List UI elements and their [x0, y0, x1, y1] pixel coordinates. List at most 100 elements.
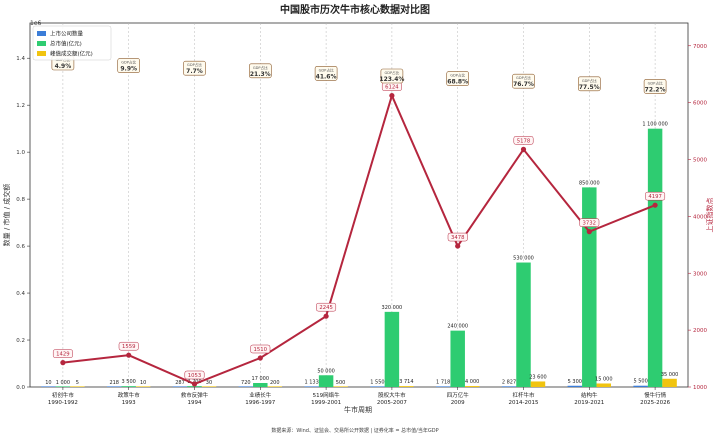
x-tick-label: 四万亿牛 [447, 391, 470, 399]
bar [501, 386, 517, 387]
bar-value-label: 23 600 [529, 374, 547, 380]
bar [384, 311, 400, 387]
bar-value-label: 15 000 [595, 376, 613, 382]
bar [596, 383, 612, 387]
line-value-label: 1510 [254, 347, 268, 353]
legend-frame [32, 25, 112, 61]
legend-label: 峰值成交额(亿元) [50, 50, 93, 58]
line-value-label: 3478 [451, 235, 465, 241]
gdp-annotation-value: 7.7% [186, 68, 203, 75]
y2-tick-label: 1000 [693, 385, 707, 391]
plot-frame [29, 22, 689, 388]
x-tick-label: 杠杆牛市 [512, 391, 535, 399]
line-value-label: 1429 [56, 352, 69, 358]
bar [238, 386, 254, 387]
bar-value-label: 320 000 [382, 305, 403, 311]
bar-value-label: 1 100 000 [642, 122, 667, 128]
y-tick-label: 0.0 [16, 385, 25, 391]
bar-value-label: 35 000 [661, 372, 679, 378]
line-point [60, 360, 66, 366]
gdp-annotation-box [249, 63, 272, 79]
x-tick-label-period: 1993 [122, 400, 136, 406]
line-point [126, 352, 132, 358]
bar-value-label: 530 000 [513, 256, 534, 262]
y-tick-label: 0.4 [16, 291, 25, 297]
bar-value-label: 10 [140, 380, 146, 386]
bar-value-label: 240 000 [447, 324, 468, 330]
bar [267, 386, 283, 387]
gdp-annotation-value: 9.9% [120, 66, 137, 73]
y-tick-label: 1.4 [16, 56, 25, 62]
gdp-annotation-value: 68.8% [447, 79, 468, 86]
line-value-label: 6124 [385, 85, 399, 91]
bar [172, 386, 188, 387]
gdp-annotation-header: GDP占比 [648, 80, 663, 85]
plot-area: 0.0 0.2 0.4 0.6 0.8 1.0 1.2 1.4 1000 2000 3000 4000… [16, 22, 707, 406]
bar [253, 383, 268, 387]
line-value-label: 1053 [188, 373, 201, 379]
bar-value-label: 17 000 [252, 376, 270, 382]
line-point [389, 92, 395, 99]
bar [106, 386, 122, 387]
line-label-box [447, 232, 468, 242]
line-value-label: 1559 [122, 344, 135, 350]
x-tick-label-period: 2014-2015 [509, 400, 539, 406]
bar [633, 385, 648, 387]
bar-value-label: 5 [76, 380, 79, 386]
bar [333, 386, 348, 387]
line-label-box [513, 136, 534, 145]
y-axis-exponent: 1e6 [30, 20, 42, 27]
y2-tick-label: 7000 [693, 44, 707, 50]
x-tick-label: 结构牛 [581, 391, 598, 399]
bar [304, 386, 319, 387]
line-value-label: 5178 [517, 138, 531, 144]
bar [582, 187, 597, 387]
y2-tick-label: 6000 [693, 101, 707, 107]
y-tick-label: 1.0 [16, 150, 25, 156]
bar-value-label: 4 000 [465, 379, 479, 385]
x-tick-label-period: 1994 [188, 400, 202, 406]
y-axis-title: 数量 / 市值 / 成交额 [2, 184, 11, 247]
bar [516, 262, 531, 387]
bar [41, 386, 56, 387]
line-label-box [52, 349, 73, 358]
gdp-annotation-value: 21.3% [250, 71, 271, 78]
y-tick-label: 1.2 [16, 103, 25, 109]
bar-value-label: 218 [109, 380, 119, 386]
gdp-annotation-header: GDP占比 [319, 67, 334, 72]
x-tick-label: 业绩长牛 [249, 391, 272, 399]
bar [530, 381, 546, 387]
x-tick-label-period: 1990-1992 [48, 400, 78, 406]
gdp-annotation-value: 41.6% [316, 73, 337, 80]
chart-footnote: 数据来源：Wind、证监会、交易所公开数据 | 证券化率 = 总市值/当年GDP [271, 427, 438, 434]
bar-value-label: 1 133 [304, 380, 318, 386]
line-label-box [250, 344, 271, 354]
bar-value-label: 1 718 [436, 380, 450, 386]
gdp-annotation-header: GDP占比 [187, 62, 202, 67]
bar-value-label: 1 550 [370, 380, 384, 386]
y-tick-label: 0.6 [16, 244, 25, 250]
bar [318, 375, 334, 387]
line-label-box [118, 341, 139, 351]
line-label-box [579, 218, 600, 227]
x-tick-label: 政策牛市 [118, 391, 141, 399]
gdp-annotation-header: GDP占比 [121, 60, 136, 65]
gdp-annotation-box [512, 73, 535, 89]
gdp-annotation-value: 77.5% [579, 84, 600, 91]
x-tick-label: 救市反弹牛 [181, 391, 209, 399]
gdp-annotation-value: 4.9% [55, 63, 72, 70]
bar-value-label: 5 300 [568, 379, 582, 385]
x-tick-label: 股权大牛市 [378, 391, 406, 399]
bar [370, 386, 385, 387]
y2-tick-label: 4000 [693, 214, 707, 220]
bar [121, 386, 136, 387]
line-point [520, 146, 527, 152]
bar [567, 385, 583, 387]
legend-label: 总市值(亿元) [50, 40, 82, 48]
bar-value-label: 287 [175, 380, 185, 386]
x-tick-label-period: 1996-1997 [245, 400, 275, 406]
line-point [652, 202, 658, 208]
bar [435, 386, 451, 387]
bar-value-label: 30 [206, 380, 212, 386]
